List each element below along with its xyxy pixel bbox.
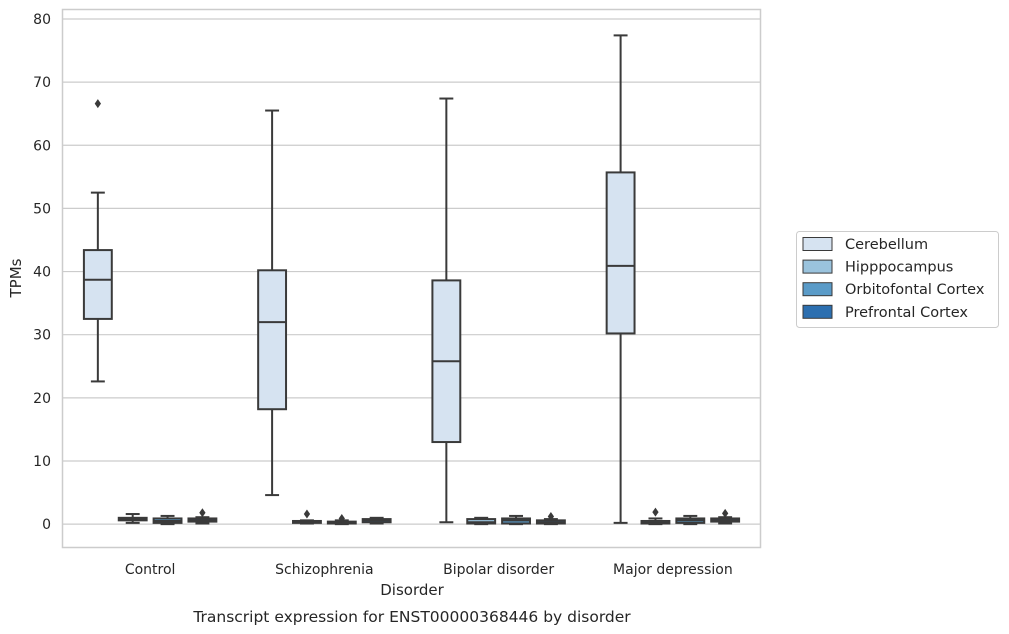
outlier-point	[303, 509, 311, 519]
box-plot	[675, 514, 706, 526]
box-plot	[361, 516, 392, 525]
y-tick-label: 20	[33, 391, 51, 407]
box-plot	[292, 509, 322, 525]
box-plot	[187, 508, 218, 525]
y-gridlines	[63, 18, 760, 525]
y-tick-label: 60	[33, 138, 51, 154]
box-iqr	[257, 269, 288, 411]
y-tick-label: 50	[33, 201, 51, 217]
box-plot	[466, 516, 497, 526]
box-plot	[326, 513, 357, 526]
box-plots	[82, 34, 741, 526]
legend-swatch	[802, 237, 833, 251]
y-tick-label: 70	[33, 75, 51, 91]
x-tick-label: Bipolar disorder	[443, 562, 554, 578]
legend: Cerebellum Hipppocampus Orbitofontal Corte…	[796, 231, 999, 328]
x-tick-label: Major depression	[613, 562, 733, 578]
legend-label: Prefrontal Cortex	[845, 305, 968, 321]
x-tick-labels: Control Schizophrenia Bipolar disorder Majo…	[125, 562, 733, 578]
y-tick-label: 10	[33, 454, 51, 470]
plot-frame	[61, 8, 762, 549]
outlier-point	[722, 508, 729, 518]
box-plot	[640, 507, 671, 526]
box-iqr	[605, 171, 636, 335]
y-tick-label: 30	[33, 328, 51, 344]
x-tick-label: Schizophrenia	[275, 562, 373, 578]
legend-swatch	[802, 282, 833, 297]
box-iqr	[82, 249, 113, 320]
chart-caption: Transcript expression for ENST0000036844…	[192, 608, 631, 626]
y-tick-labels: 0 10 20 30 40 50 60 70 80	[33, 12, 51, 533]
outlier-point	[547, 512, 555, 522]
box-plot	[257, 109, 288, 497]
outlier-point	[94, 99, 101, 109]
x-tick-label: Control	[125, 562, 176, 578]
box-plot	[117, 513, 148, 524]
y-axis-label: TPMs	[7, 258, 25, 298]
legend-swatch	[802, 304, 833, 319]
box-plot	[152, 514, 183, 526]
x-axis-label: Disorder	[380, 581, 444, 599]
legend-label: Orbitofontal Cortex	[845, 282, 985, 298]
legend-box	[796, 231, 999, 328]
y-tick-label: 40	[33, 265, 51, 281]
box-plot	[605, 34, 636, 524]
box-plot	[710, 508, 741, 525]
outlier-point	[652, 507, 659, 517]
y-tick-label: 80	[33, 12, 51, 28]
outlier-point	[199, 508, 206, 518]
legend-label: Hipppocampus	[845, 260, 953, 276]
box-plot	[431, 97, 462, 524]
outlier-point	[338, 513, 345, 523]
legend-label: Cerebellum	[845, 237, 928, 253]
box-plot	[501, 514, 531, 526]
y-tick-label: 0	[42, 517, 51, 533]
box-plot	[82, 99, 113, 383]
box-plot	[535, 512, 566, 526]
legend-swatch	[802, 259, 833, 274]
